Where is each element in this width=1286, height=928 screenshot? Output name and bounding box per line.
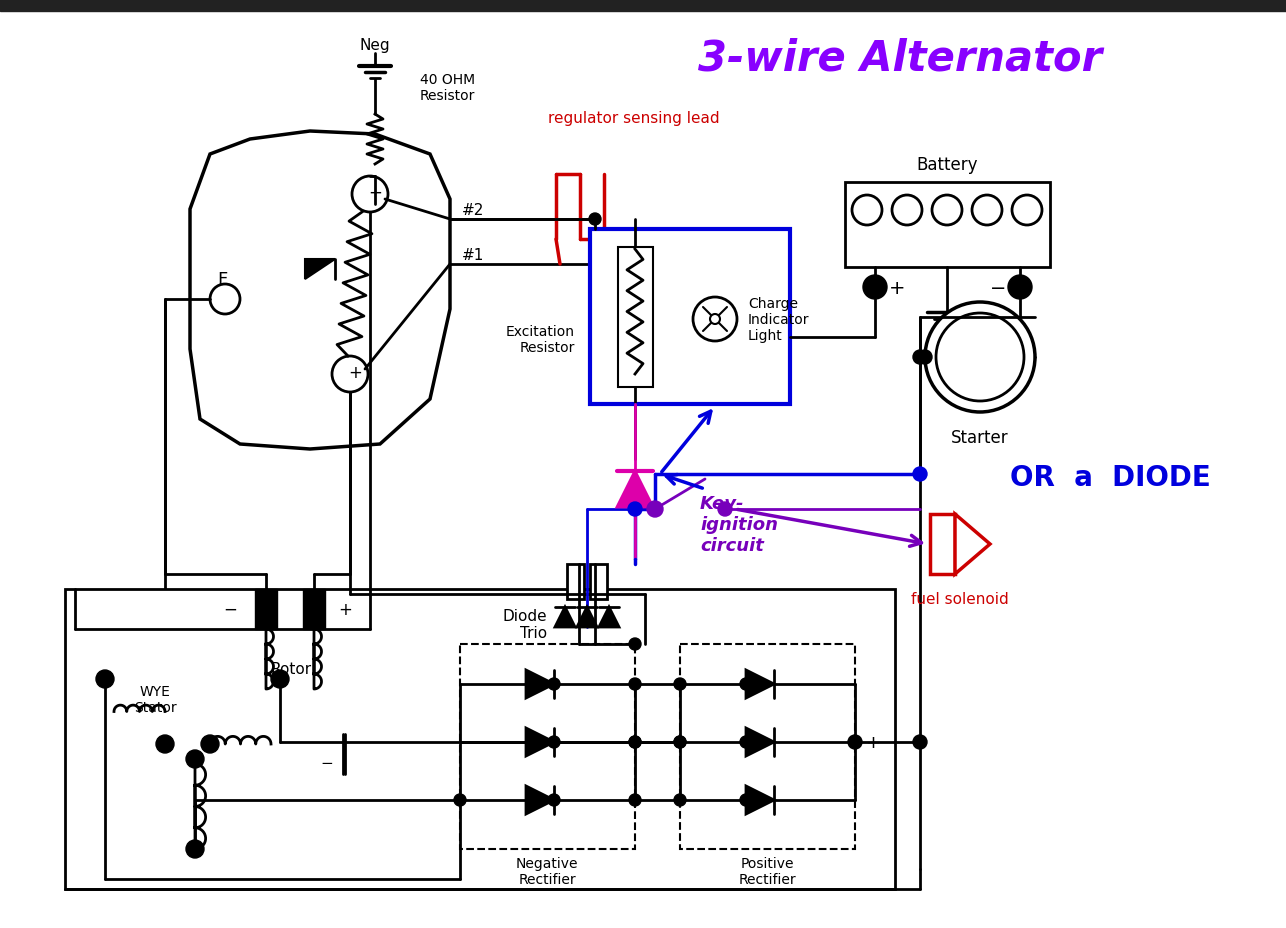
Circle shape — [352, 177, 388, 213]
Text: OR  a  DIODE: OR a DIODE — [1010, 463, 1210, 492]
Bar — [930, 514, 955, 574]
Polygon shape — [526, 786, 554, 814]
Circle shape — [1012, 196, 1042, 226]
Circle shape — [674, 736, 685, 748]
Polygon shape — [305, 260, 334, 279]
Circle shape — [674, 794, 685, 806]
Circle shape — [647, 501, 664, 518]
Text: +: + — [349, 364, 361, 381]
Polygon shape — [577, 607, 597, 627]
Text: WYE
Stator: WYE Stator — [134, 684, 176, 715]
Circle shape — [156, 735, 174, 754]
Circle shape — [932, 196, 962, 226]
Text: −: − — [990, 278, 1006, 297]
Circle shape — [629, 794, 640, 806]
Text: −: − — [368, 184, 382, 201]
Circle shape — [332, 356, 368, 393]
Circle shape — [454, 794, 466, 806]
Bar — [255, 589, 276, 629]
Circle shape — [853, 196, 882, 226]
Circle shape — [548, 736, 559, 748]
Text: +: + — [338, 600, 352, 618]
Circle shape — [913, 468, 927, 482]
Circle shape — [1008, 276, 1031, 300]
Text: Rotor: Rotor — [270, 662, 311, 677]
Circle shape — [918, 351, 932, 365]
Polygon shape — [746, 728, 774, 756]
Text: 40 OHM
Resistor: 40 OHM Resistor — [421, 72, 476, 103]
Text: Charge
Indicator
Light: Charge Indicator Light — [748, 296, 809, 342]
Circle shape — [710, 315, 720, 325]
Text: Starter: Starter — [952, 429, 1008, 446]
Text: Negative
Rectifier: Negative Rectifier — [516, 856, 579, 886]
Circle shape — [936, 314, 1024, 402]
Bar — [619, 248, 653, 388]
Bar — [0, 0, 1286, 12]
Circle shape — [210, 285, 240, 315]
Circle shape — [913, 351, 927, 365]
Polygon shape — [746, 670, 774, 698]
Circle shape — [863, 276, 887, 300]
Circle shape — [548, 794, 559, 806]
Polygon shape — [599, 607, 619, 627]
Circle shape — [629, 678, 640, 690]
Text: regulator sensing lead: regulator sensing lead — [548, 110, 720, 125]
Polygon shape — [746, 786, 774, 814]
Text: #2: #2 — [462, 202, 485, 217]
Circle shape — [271, 670, 289, 689]
Polygon shape — [526, 670, 554, 698]
Bar — [590, 230, 790, 405]
Polygon shape — [526, 728, 554, 756]
Text: Battery: Battery — [916, 156, 977, 174]
Text: +: + — [865, 733, 881, 751]
Text: Diode
Trio: Diode Trio — [503, 608, 547, 640]
Circle shape — [629, 736, 640, 748]
Circle shape — [693, 298, 737, 342]
Circle shape — [847, 735, 862, 749]
Text: Neg: Neg — [360, 37, 391, 53]
Text: Positive
Rectifier: Positive Rectifier — [738, 856, 796, 886]
Circle shape — [629, 638, 640, 651]
Circle shape — [186, 840, 204, 858]
Text: Key-
ignition
circuit: Key- ignition circuit — [700, 495, 778, 554]
Bar — [567, 564, 584, 599]
Text: #1: #1 — [462, 247, 485, 263]
Circle shape — [913, 735, 927, 749]
Circle shape — [548, 678, 559, 690]
Bar — [303, 589, 325, 629]
Polygon shape — [955, 514, 990, 574]
Bar — [845, 183, 1049, 267]
Text: F: F — [217, 271, 228, 289]
Text: +: + — [889, 278, 905, 297]
Text: −: − — [320, 754, 333, 769]
Circle shape — [201, 735, 219, 754]
Circle shape — [739, 736, 752, 748]
Circle shape — [739, 678, 752, 690]
Circle shape — [186, 750, 204, 768]
PathPatch shape — [190, 132, 450, 449]
Bar — [590, 564, 607, 599]
Circle shape — [739, 794, 752, 806]
Circle shape — [629, 736, 640, 748]
Bar — [460, 644, 635, 849]
Circle shape — [674, 678, 685, 690]
Circle shape — [628, 502, 642, 517]
Text: −: − — [222, 600, 237, 618]
Text: Excitation
Resistor: Excitation Resistor — [505, 325, 575, 354]
Bar — [680, 644, 855, 849]
Bar — [66, 589, 895, 889]
Text: fuel solenoid: fuel solenoid — [910, 592, 1010, 607]
Circle shape — [96, 670, 114, 689]
Polygon shape — [617, 471, 653, 508]
Text: 3-wire Alternator: 3-wire Alternator — [698, 37, 1102, 79]
Circle shape — [892, 196, 922, 226]
Polygon shape — [556, 607, 575, 627]
Circle shape — [925, 303, 1035, 413]
Circle shape — [718, 502, 732, 517]
Circle shape — [589, 213, 601, 226]
Circle shape — [674, 736, 685, 748]
Circle shape — [972, 196, 1002, 226]
